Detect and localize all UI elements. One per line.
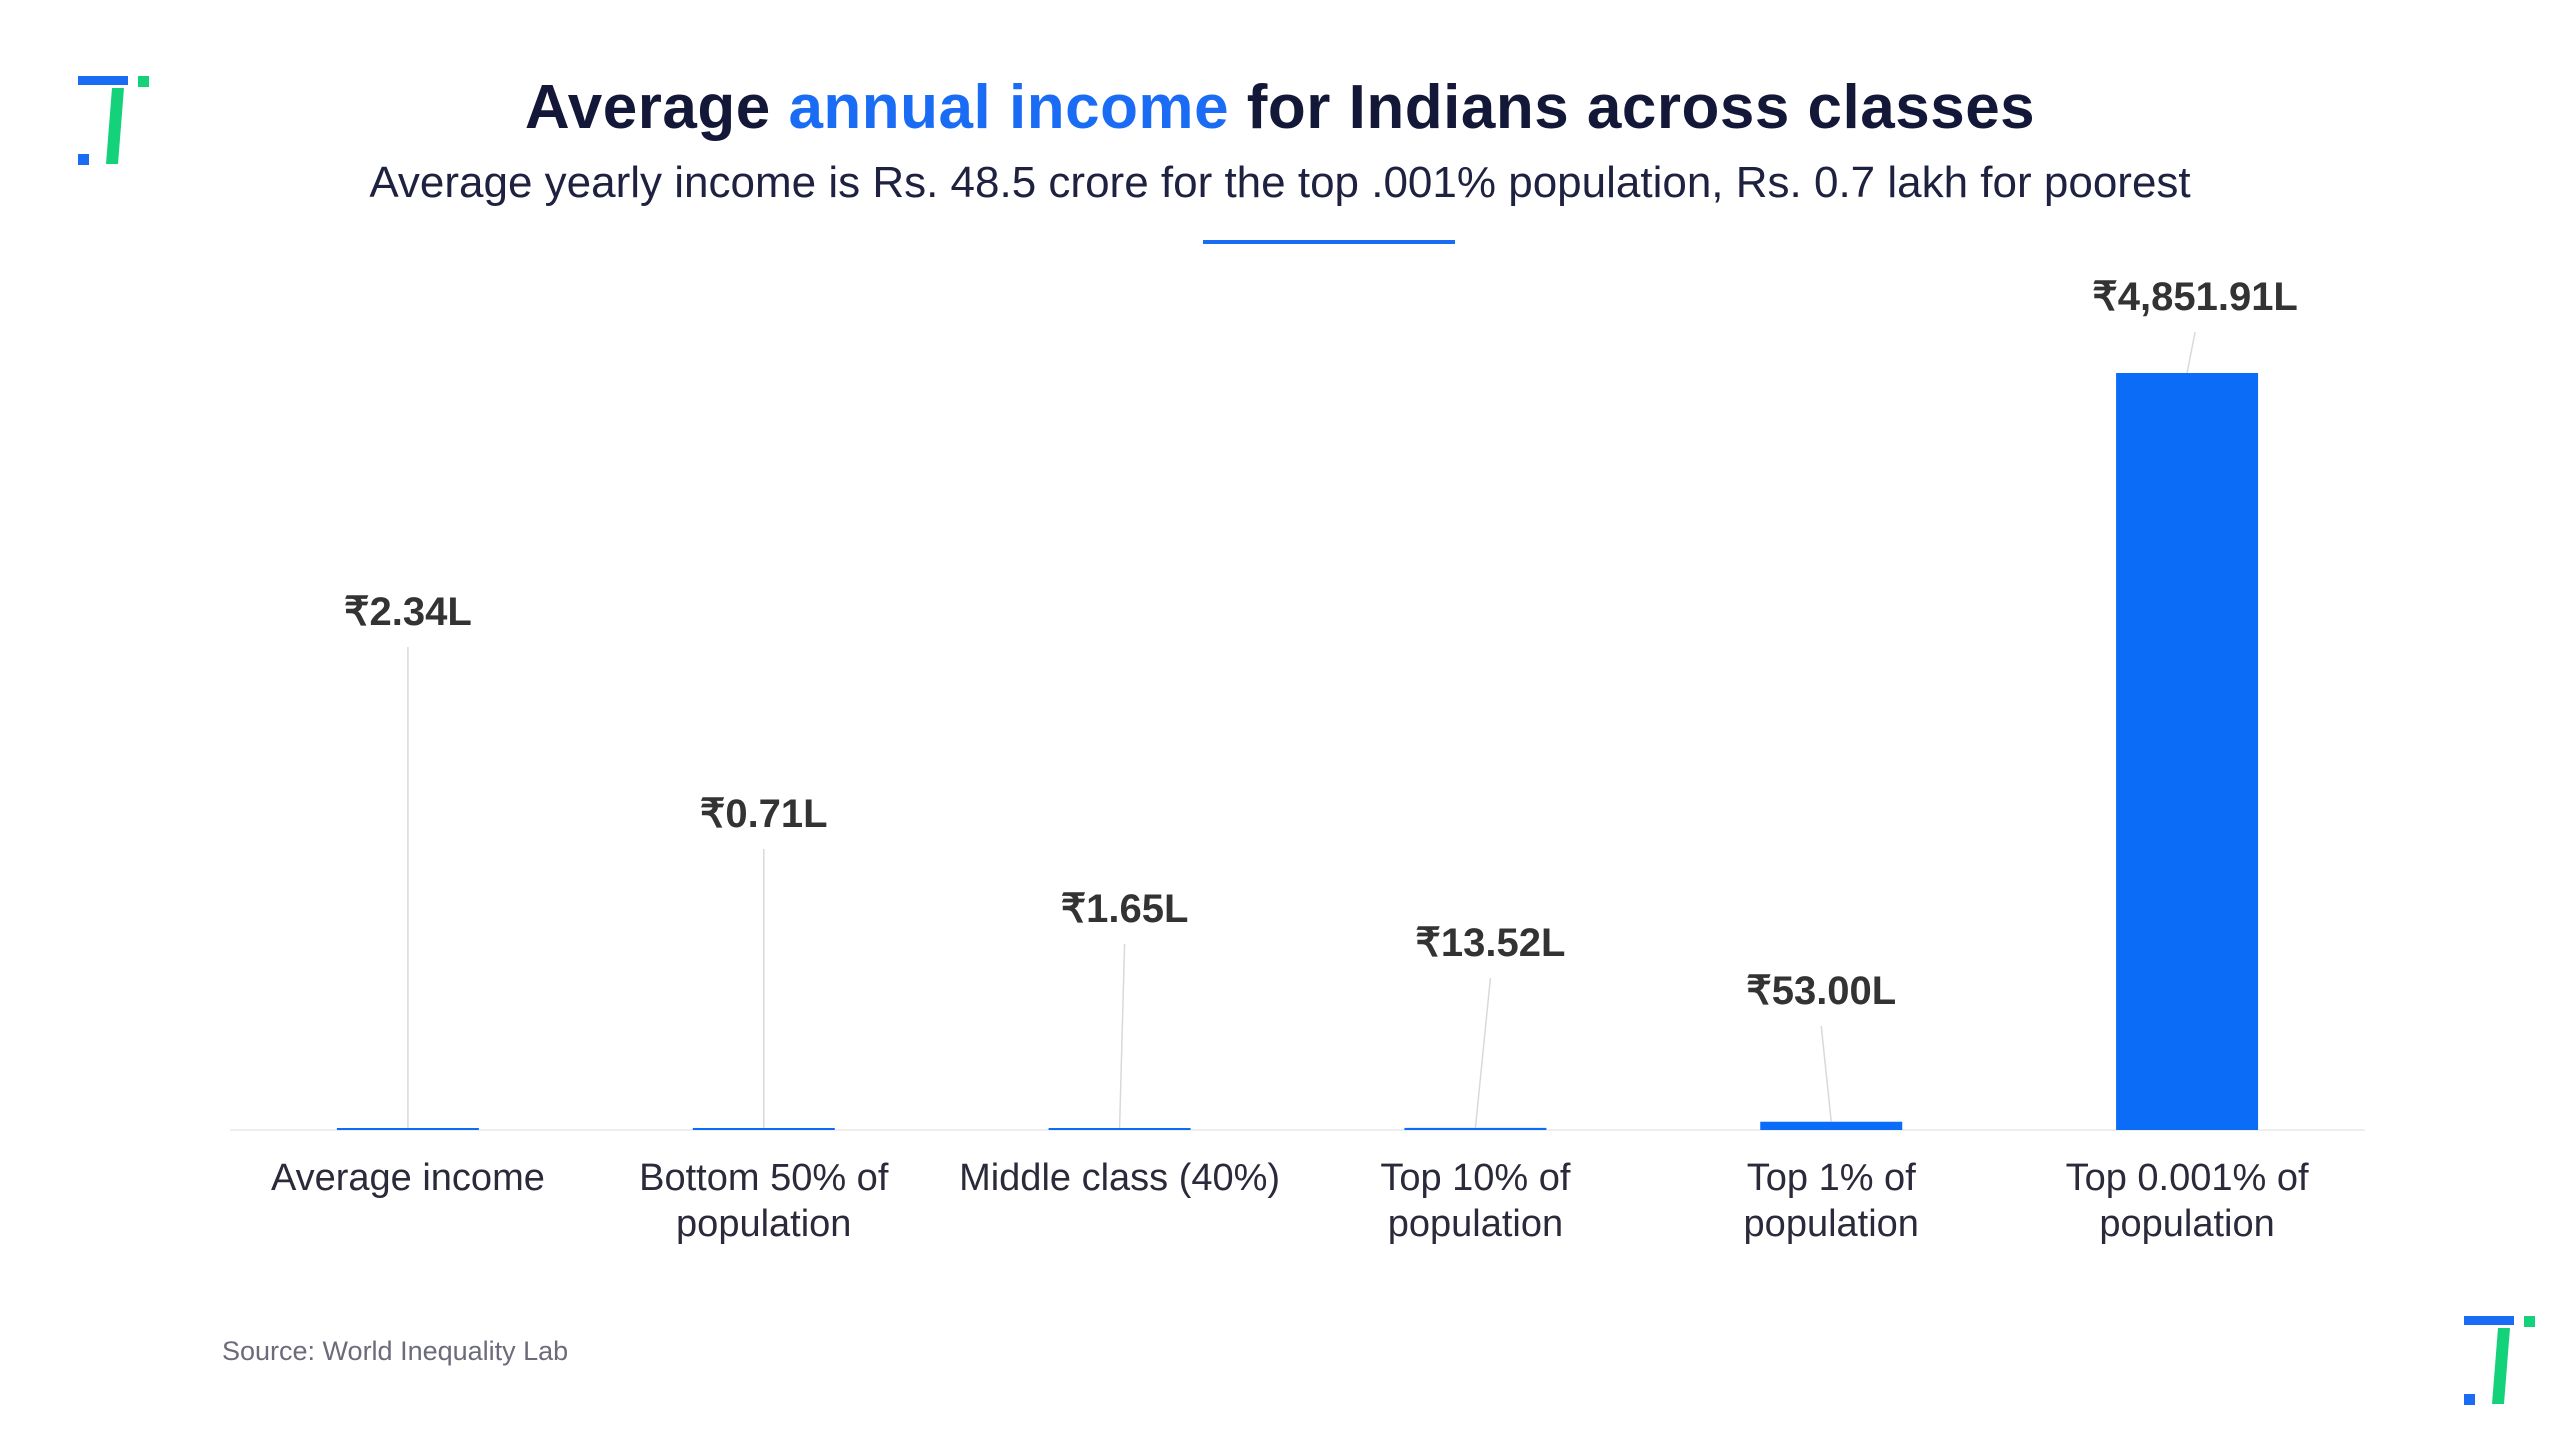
category-label: Top 1% of: [1747, 1157, 1916, 1199]
category-label: Top 10% of: [1380, 1157, 1571, 1199]
data-label: ₹2.34L: [344, 590, 472, 634]
bar: [1760, 1121, 1903, 1130]
data-label: ₹4,851.91L: [2092, 275, 2298, 319]
data-label-leader: [1474, 977, 1492, 1128]
bar: [1048, 1128, 1191, 1130]
category-label: Middle class (40%): [959, 1157, 1280, 1199]
category-label: population: [1744, 1203, 1919, 1245]
title-divider: [1203, 240, 1455, 244]
data-label: ₹1.65L: [1061, 887, 1189, 931]
chart-subtitle: Average yearly income is Rs. 48.5 crore …: [369, 158, 2191, 207]
data-label: ₹53.00L: [1746, 969, 1896, 1013]
category-label: population: [676, 1203, 851, 1245]
bar: [336, 1128, 479, 1130]
category-label: Top 0.001% of: [2066, 1157, 2309, 1199]
source-note: Source: World Inequality Lab: [222, 1336, 569, 1366]
bar: [1404, 1127, 1547, 1130]
title-highlight: annual income: [788, 73, 1230, 142]
data-label-leader: [2186, 331, 2196, 374]
data-label: ₹13.52L: [1415, 921, 1565, 965]
data-label-leader: [1820, 1025, 1832, 1122]
category-label: Bottom 50% of: [639, 1157, 889, 1199]
chart-title: Average annual income for Indians across…: [524, 73, 2036, 142]
brand-logo-icon: [78, 76, 149, 165]
category-label: population: [1388, 1203, 1563, 1245]
category-label: population: [2099, 1203, 2274, 1245]
data-label-leader: [1118, 943, 1126, 1129]
data-label: ₹0.71L: [700, 792, 828, 836]
bar: [2116, 373, 2259, 1130]
bar: [692, 1128, 835, 1130]
brand-logo-icon: [2464, 1316, 2535, 1405]
category-label: Average income: [271, 1157, 545, 1199]
